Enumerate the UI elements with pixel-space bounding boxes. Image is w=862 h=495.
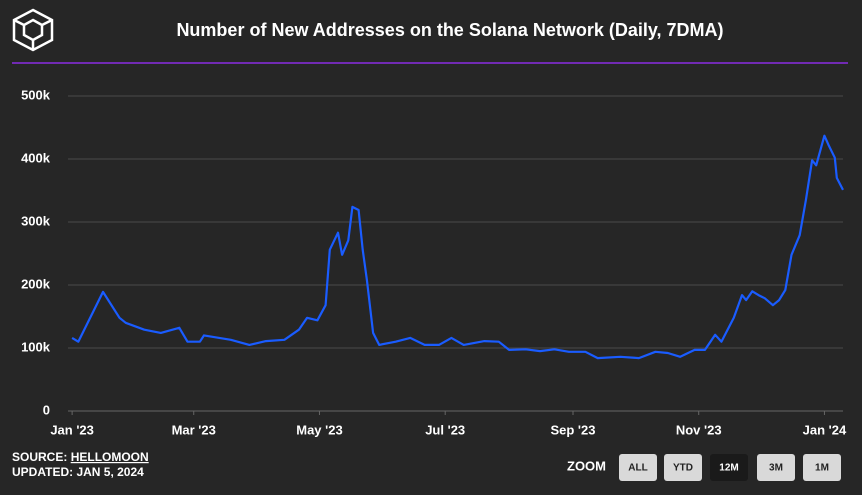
- zoom-button-bg: [803, 454, 841, 481]
- zoom-button-bg: [664, 454, 702, 481]
- zoom-button-bg: [710, 454, 748, 481]
- zoom-button-bg: [757, 454, 795, 481]
- y-tick-label: 200k: [21, 276, 51, 291]
- source-link[interactable]: HELLOMOON: [71, 450, 149, 464]
- y-tick-label: 0: [43, 402, 50, 417]
- y-tick-label: 100k: [21, 339, 51, 354]
- zoom-button-label: YTD: [673, 463, 693, 474]
- source: SOURCE: HELLOMOON: [12, 450, 149, 464]
- zoom-button-bg: [619, 454, 657, 481]
- zoom-button[interactable]: 12M: [710, 454, 748, 481]
- zoom-label: ZOOM: [567, 458, 606, 473]
- x-tick-label: Sep '23: [550, 422, 595, 437]
- zoom-button[interactable]: 1M: [803, 454, 841, 481]
- zoom-button-label: 3M: [769, 463, 783, 474]
- zoom-button[interactable]: 3M: [757, 454, 795, 481]
- y-tick-label: 500k: [21, 87, 51, 102]
- data-line: [71, 134, 844, 360]
- x-tick-label: Nov '23: [676, 422, 722, 437]
- x-tick-label: Jul '23: [425, 422, 465, 437]
- zoom-button-label: 1M: [815, 463, 829, 474]
- source-prefix: SOURCE:: [12, 450, 67, 464]
- zoom-button-label: ALL: [628, 463, 647, 474]
- updated: UPDATED: JAN 5, 2024: [12, 465, 144, 479]
- logo: [12, 8, 54, 52]
- zoom-button-label: 12M: [719, 463, 738, 474]
- zoom-button[interactable]: ALL: [619, 454, 657, 481]
- y-tick-label: 400k: [21, 150, 51, 165]
- x-tick-label: May '23: [296, 422, 342, 437]
- chart-title: Number of New Addresses on the Solana Ne…: [176, 20, 723, 40]
- zoom-button[interactable]: YTD: [664, 454, 702, 481]
- x-tick-label: Jan '24: [803, 422, 847, 437]
- y-tick-label: 300k: [21, 213, 51, 228]
- x-tick-label: Mar '23: [172, 422, 216, 437]
- x-tick-label: Jan '23: [50, 422, 94, 437]
